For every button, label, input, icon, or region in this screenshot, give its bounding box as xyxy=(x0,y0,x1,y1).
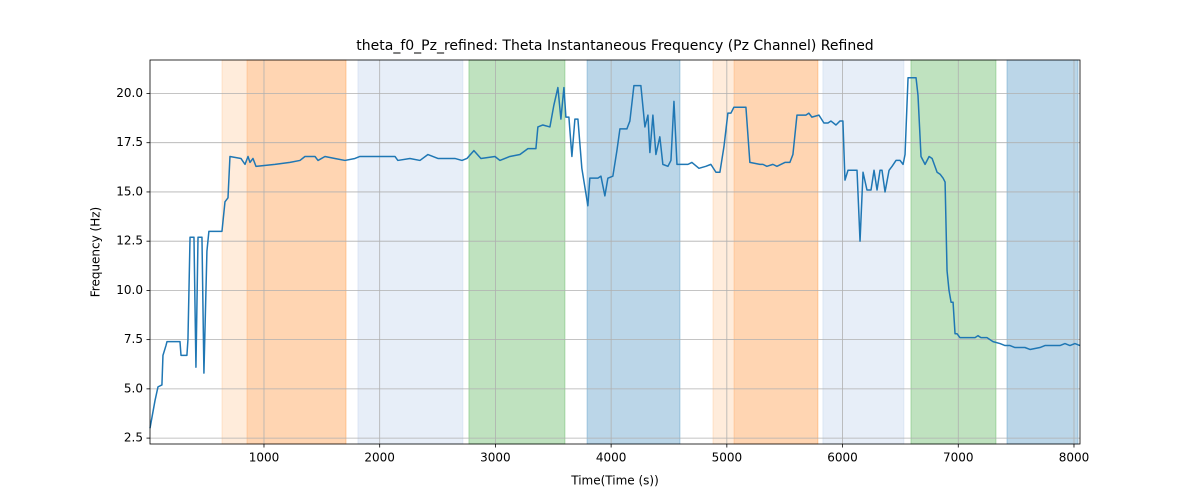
y-tick-label: 5.0 xyxy=(124,381,143,395)
x-tick-label: 5000 xyxy=(712,451,743,465)
highlight-span xyxy=(910,59,997,445)
y-axis-label: Frequency (Hz) xyxy=(89,207,103,298)
x-tick-label: 8000 xyxy=(1059,451,1090,465)
x-axis-label: Time(Time (s)) xyxy=(570,474,659,488)
y-tick-label: 10.0 xyxy=(116,283,143,297)
highlight-span xyxy=(586,59,681,445)
plot-frame xyxy=(149,59,1081,445)
span-layer xyxy=(221,59,1079,445)
y-tick-label: 7.5 xyxy=(124,332,143,346)
y-tick-label: 20.0 xyxy=(116,86,143,100)
y-tick-label: 12.5 xyxy=(116,234,143,248)
highlight-span xyxy=(468,59,566,445)
x-tick-label: 6000 xyxy=(827,451,858,465)
tick-layer: 1000 2000 3000 4000 5000 6000 7000 8000 2.5 5.0 7.… xyxy=(116,86,1089,465)
highlight-span xyxy=(246,59,347,445)
x-tick-label: 7000 xyxy=(943,451,974,465)
chart-title: theta_f0_Pz_refined: Theta Instantaneous… xyxy=(356,38,873,54)
y-tick-label: 17.5 xyxy=(116,135,143,149)
highlight-span xyxy=(822,59,905,445)
x-tick-label: 2000 xyxy=(364,451,395,465)
x-tick-label: 4000 xyxy=(596,451,627,465)
highlight-span xyxy=(357,59,464,445)
highlight-span xyxy=(733,59,819,445)
data-line xyxy=(149,76,1081,429)
x-tick-label: 1000 xyxy=(249,451,280,465)
y-tick-label: 2.5 xyxy=(124,431,143,445)
highlight-span xyxy=(1006,59,1079,445)
mark-layer xyxy=(149,76,1081,429)
highlight-span xyxy=(221,59,347,445)
highlight-span xyxy=(712,59,819,445)
y-tick-label: 15.0 xyxy=(116,184,143,198)
x-tick-label: 3000 xyxy=(480,451,511,465)
